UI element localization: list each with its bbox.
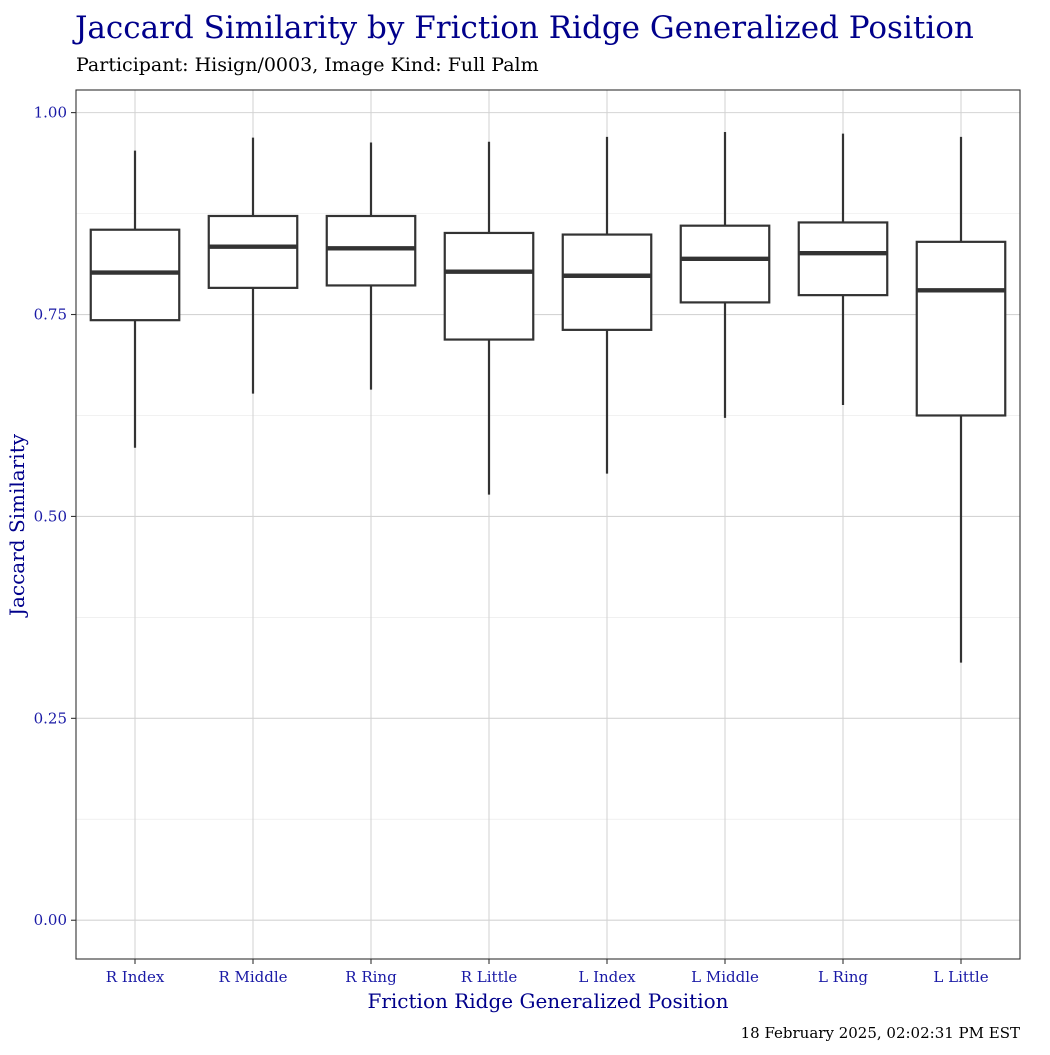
x-axis: R Index R Middle R Ring R Little L Index L Mi… [106, 959, 989, 986]
x-tick-label: L Ring [818, 968, 868, 986]
box-iqr [207, 214, 299, 289]
box-plot-l-middle [679, 131, 771, 418]
x-tick-label: L Little [933, 968, 988, 986]
y-axis: 0.00 0.25 0.50 0.75 1.00 [34, 104, 76, 929]
box-plot-r-ring [325, 142, 417, 390]
box-iqr [443, 231, 535, 341]
x-tick-label: R Ring [345, 968, 397, 986]
box-iqr [561, 233, 653, 331]
chart-title: Jaccard Similarity by Friction Ridge Gen… [72, 10, 974, 46]
box-plot-r-middle [207, 137, 299, 394]
box-plot-l-ring [797, 133, 889, 405]
box-plots [89, 131, 1007, 663]
y-tick-label: 1.00 [34, 104, 67, 122]
box-plot-l-little [915, 136, 1007, 663]
box-iqr [325, 214, 417, 287]
x-tick-label: R Middle [218, 968, 287, 986]
x-tick-label: L Middle [691, 968, 759, 986]
y-tick-label: 0.75 [34, 306, 67, 324]
box-iqr [679, 224, 771, 304]
box-plot-r-little [443, 141, 535, 495]
y-tick-label: 0.00 [34, 911, 67, 929]
box-iqr [89, 228, 181, 322]
box-plot-l-index [561, 136, 653, 474]
y-axis-title: Jaccard Similarity [5, 433, 29, 618]
box-iqr [797, 221, 889, 297]
y-tick-label: 0.50 [34, 507, 67, 525]
panel-border [75, 89, 1021, 960]
x-tick-label: L Index [578, 968, 636, 986]
x-tick-label: R Index [106, 968, 165, 986]
timestamp-caption: 18 February 2025, 02:02:31 PM EST [741, 1024, 1020, 1042]
chart-subtitle: Participant: Hisign/0003, Image Kind: Fu… [76, 54, 539, 76]
x-tick-label: R Little [461, 968, 518, 986]
box-iqr [915, 240, 1007, 417]
y-tick-label: 0.25 [34, 709, 67, 727]
x-axis-title: Friction Ridge Generalized Position [367, 989, 728, 1013]
box-plot-r-index [89, 150, 181, 448]
